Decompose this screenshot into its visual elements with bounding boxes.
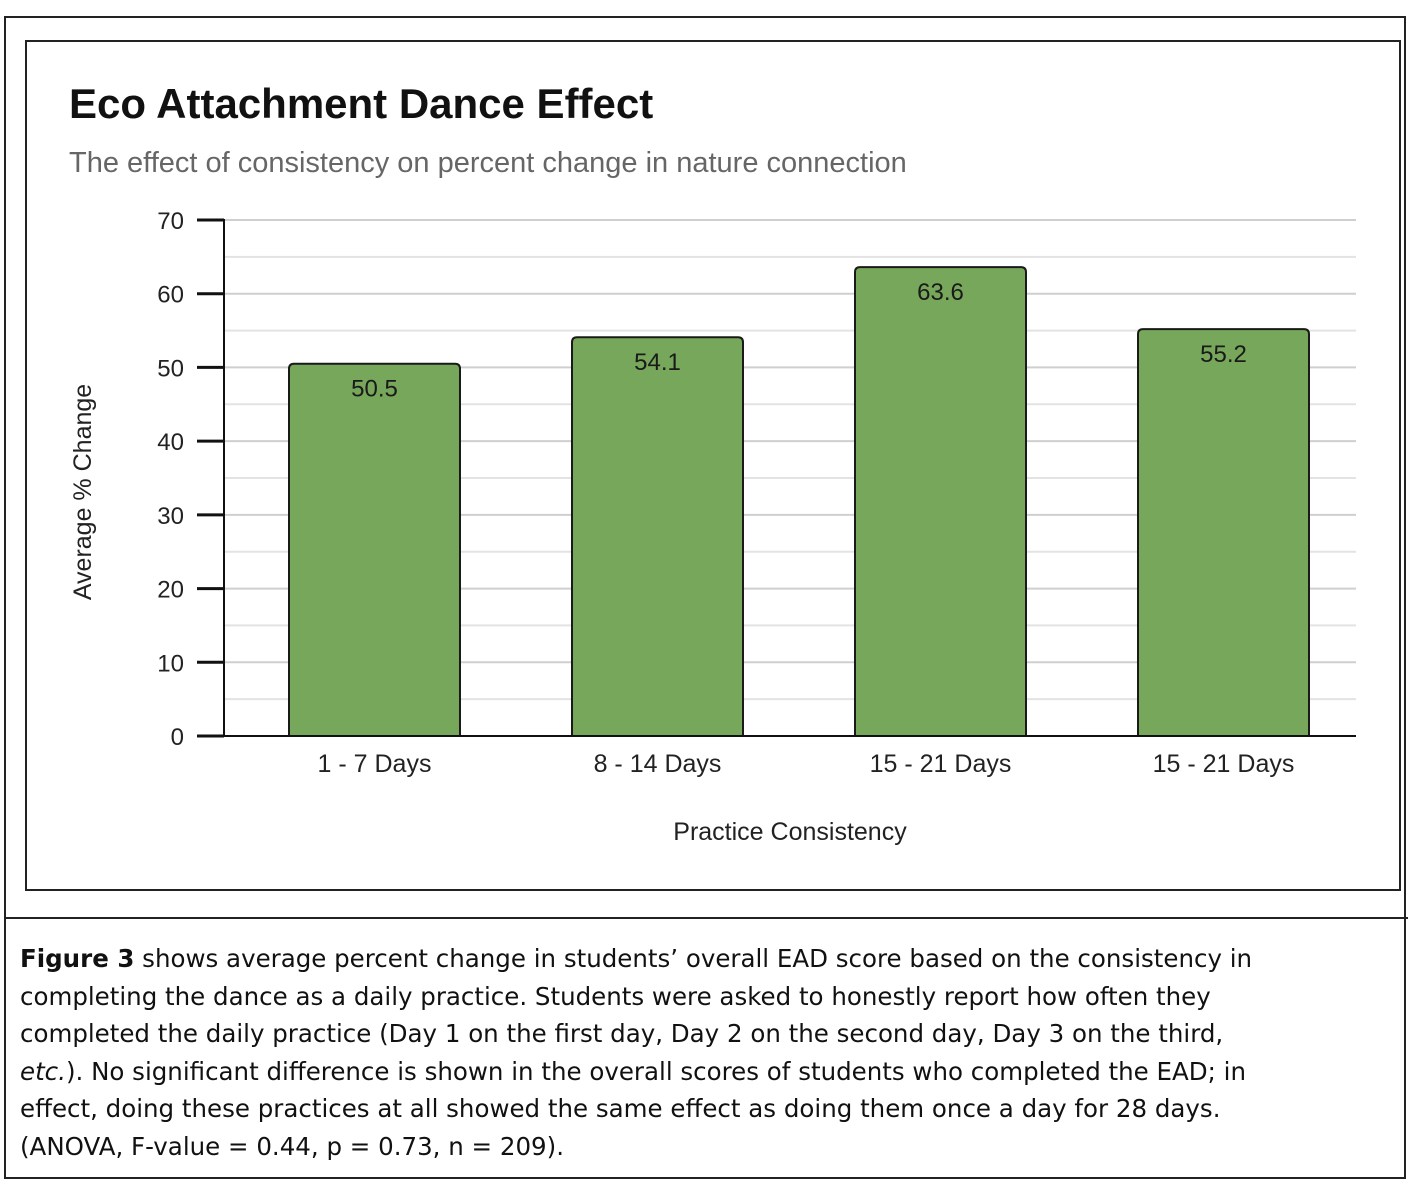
bar-data-label: 54.1: [634, 349, 681, 376]
y-tick-label: 30: [157, 503, 184, 530]
caption-text: effect, doing these practices at all sho…: [20, 1094, 1221, 1124]
bar: [288, 362, 461, 737]
caption-figure-label: Figure 3: [20, 944, 135, 973]
bar: [854, 266, 1027, 737]
x-tick-label: 1 - 7 Days: [318, 750, 432, 778]
x-tick-label: 15 - 21 Days: [1153, 750, 1295, 778]
chart-title: Eco Attachment Dance Effect: [69, 80, 653, 127]
figure-frame: [4, 16, 1406, 1179]
caption-text: shows average percent change in students…: [134, 944, 1253, 973]
bar-data-label: 63.6: [917, 279, 964, 306]
x-tick-label: 8 - 14 Days: [594, 750, 722, 778]
caption-text: (ANOVA, F-value = 0.44, p = 0.73, n = 20…: [20, 1131, 564, 1161]
caption-divider: [4, 917, 1408, 919]
y-tick-label: 10: [157, 650, 184, 677]
bar: [1137, 328, 1310, 737]
y-tick-label: 40: [157, 429, 184, 456]
caption-text: ). No significant difference is shown in…: [65, 1056, 1247, 1086]
bar-chart: Eco Attachment Dance Effect The effect o…: [69, 80, 1356, 846]
y-tick-label: 0: [171, 724, 184, 751]
x-tick-label: 15 - 21 Days: [870, 750, 1012, 778]
figure-caption: Figure 3 shows average percent change in…: [20, 940, 1252, 1166]
bar: [571, 336, 744, 737]
caption-text: completed the daily practice (Day 1 on t…: [20, 1019, 1224, 1049]
chart-frame: [25, 40, 1401, 891]
y-tick-label: 20: [157, 577, 184, 604]
chart-subtitle: The effect of consistency on percent cha…: [69, 147, 907, 179]
caption-text: completing the dance as a daily practice…: [20, 981, 1211, 1011]
bar-data-label: 55.2: [1200, 341, 1247, 368]
y-tick-label: 70: [157, 208, 184, 235]
y-axis-title: Average % Change: [69, 384, 97, 600]
caption-italic: etc.: [20, 1056, 66, 1086]
y-tick-label: 50: [157, 355, 184, 382]
y-tick-label: 60: [157, 282, 184, 309]
x-axis-title: Practice Consistency: [673, 818, 907, 846]
bar-data-label: 50.5: [351, 376, 398, 403]
